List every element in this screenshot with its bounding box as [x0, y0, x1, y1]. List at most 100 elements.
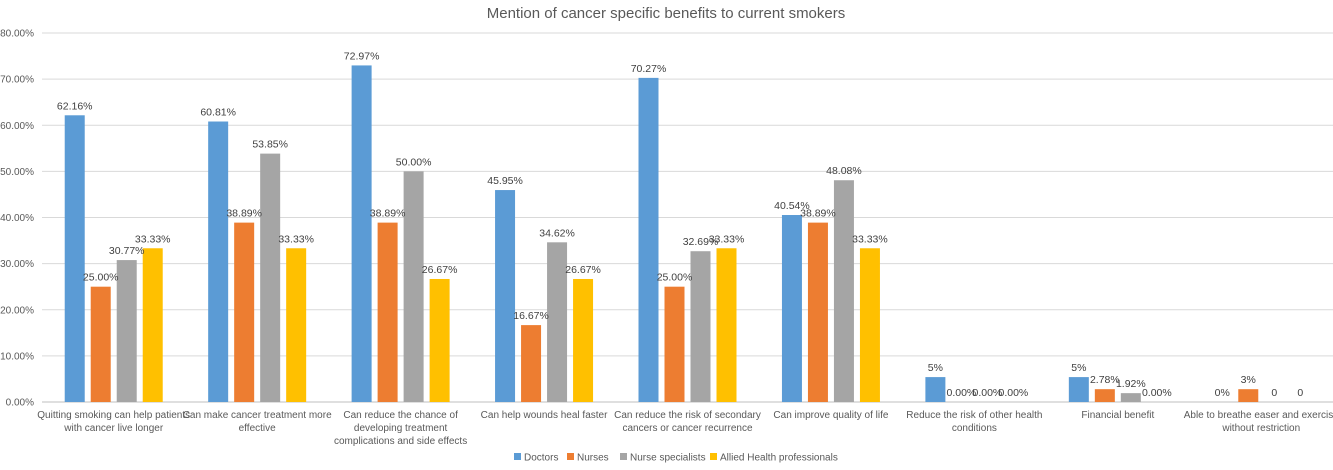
bar-nurses	[234, 222, 255, 402]
legend-swatch	[514, 453, 521, 460]
data-label: 48.08%	[826, 165, 862, 177]
data-label: 38.89%	[800, 208, 836, 220]
x-axis: Quitting smoking can help patients with c…	[37, 410, 1333, 447]
legend-label: Nurses	[577, 453, 609, 464]
legend-label: Doctors	[524, 453, 558, 464]
bar-allied-health-professionals	[573, 278, 594, 402]
y-tick-label: 0.00%	[6, 398, 34, 409]
data-label: 5%	[928, 362, 943, 374]
bar-doctors	[638, 77, 659, 402]
data-label: 60.81%	[200, 107, 236, 119]
bar-allied-health-professionals	[716, 248, 737, 402]
y-tick-label: 80.00%	[0, 29, 34, 40]
data-label: 0	[1271, 387, 1277, 399]
y-axis: 0.00% 10.00% 20.00% 30.00% 40.00% 50.00% 60.00…	[0, 29, 34, 409]
legend-label: Allied Health professionals	[720, 453, 838, 464]
data-label: 38.89%	[370, 208, 406, 220]
data-label: 0%	[1215, 387, 1230, 399]
category-label: Can reduce the chance of developing treat…	[334, 410, 467, 447]
bar-nurses	[664, 286, 685, 402]
data-label: 25.00%	[83, 272, 119, 284]
data-label: 0	[1297, 387, 1303, 399]
data-label: 25.00%	[657, 272, 693, 284]
bar-nurses	[521, 325, 542, 402]
bar-allied-health-professionals	[142, 248, 163, 402]
data-label: 26.67%	[422, 264, 458, 276]
category-label: Reduce the risk of other health condition…	[906, 410, 1042, 434]
chart-title: Mention of cancer specific benefits to c…	[487, 5, 846, 22]
data-label: 26.67%	[565, 264, 601, 276]
data-label: 34.62%	[539, 227, 575, 239]
data-label: 33.33%	[709, 233, 745, 245]
bar-nurse-specialists	[1120, 393, 1141, 402]
legend-swatch	[710, 453, 717, 460]
bar-nurse-specialists	[690, 251, 711, 402]
legend-swatch	[567, 453, 574, 460]
category-label: Can reduce the risk of secondary cancers …	[614, 410, 761, 434]
bar-doctors	[351, 65, 372, 402]
data-label: 33.33%	[135, 233, 171, 245]
bar-nurse-specialists	[833, 180, 854, 402]
data-labels: 62.16%25.00%30.77%33.33%60.81%38.89%53.8…	[57, 50, 1303, 399]
bar-allied-health-professionals	[286, 248, 307, 402]
data-label: 5%	[1071, 362, 1086, 374]
bar-doctors	[1068, 377, 1089, 402]
gridlines	[42, 32, 1333, 403]
data-label: 0.00%	[998, 387, 1028, 399]
bar-nurses	[807, 222, 828, 402]
data-label: 72.97%	[344, 50, 380, 62]
bar-nurses	[1238, 389, 1259, 402]
y-tick-label: 40.00%	[0, 213, 34, 224]
data-label: 62.16%	[57, 100, 93, 112]
bar-nurse-specialists	[260, 153, 281, 402]
data-label: 0.00%	[1142, 387, 1172, 399]
data-label: 32.69%	[683, 236, 719, 248]
bar-nurses	[377, 222, 398, 402]
bar-doctors	[925, 377, 946, 402]
data-label: 70.27%	[631, 63, 667, 75]
bar-nurse-specialists	[116, 260, 137, 402]
bar-doctors	[781, 215, 802, 402]
data-label: 33.33%	[278, 233, 314, 245]
data-label: 30.77%	[109, 245, 145, 257]
data-label: 1.92%	[1116, 378, 1146, 390]
bar-nurses	[1094, 389, 1115, 402]
bar-nurse-specialists	[547, 242, 568, 402]
y-tick-label: 50.00%	[0, 167, 34, 178]
legend-swatch	[620, 453, 627, 460]
data-label: 2.78%	[1090, 374, 1120, 386]
category-label: Financial benefit	[1081, 410, 1154, 421]
y-tick-label: 20.00%	[0, 305, 34, 316]
data-label: 53.85%	[252, 139, 288, 151]
category-label: Can improve quality of life	[773, 410, 888, 421]
category-label: Can make cancer treatment more effective	[183, 410, 332, 434]
bar-nurses	[90, 286, 111, 402]
bars	[64, 65, 1259, 403]
y-tick-label: 70.00%	[0, 75, 34, 86]
data-label: 0.00%	[946, 387, 976, 399]
bar-allied-health-professionals	[859, 248, 880, 402]
data-label: 40.54%	[774, 200, 810, 212]
data-label: 45.95%	[487, 175, 523, 187]
data-label: 38.89%	[226, 208, 262, 220]
y-tick-label: 60.00%	[0, 121, 34, 132]
category-label: Quitting smoking can help patients with c…	[37, 410, 190, 434]
bar-nurse-specialists	[403, 171, 424, 402]
data-label: 3%	[1241, 374, 1256, 386]
bar-doctors	[64, 115, 85, 403]
y-tick-label: 10.00%	[0, 351, 34, 362]
category-label: Can help wounds heal faster	[481, 410, 608, 421]
data-label: 50.00%	[396, 156, 432, 168]
bar-doctors	[208, 121, 229, 402]
data-label: 33.33%	[852, 233, 888, 245]
bar-doctors	[495, 190, 516, 402]
legend: Doctors Nurses Nurse specialists Allied Hea…	[514, 453, 838, 464]
y-tick-label: 30.00%	[0, 259, 34, 270]
bar-allied-health-professionals	[429, 278, 450, 402]
category-label: Able to breathe easer and exercise withou…	[1184, 410, 1333, 434]
data-label: 0.00%	[972, 387, 1002, 399]
legend-label: Nurse specialists	[630, 453, 706, 464]
data-label: 16.67%	[513, 310, 549, 322]
